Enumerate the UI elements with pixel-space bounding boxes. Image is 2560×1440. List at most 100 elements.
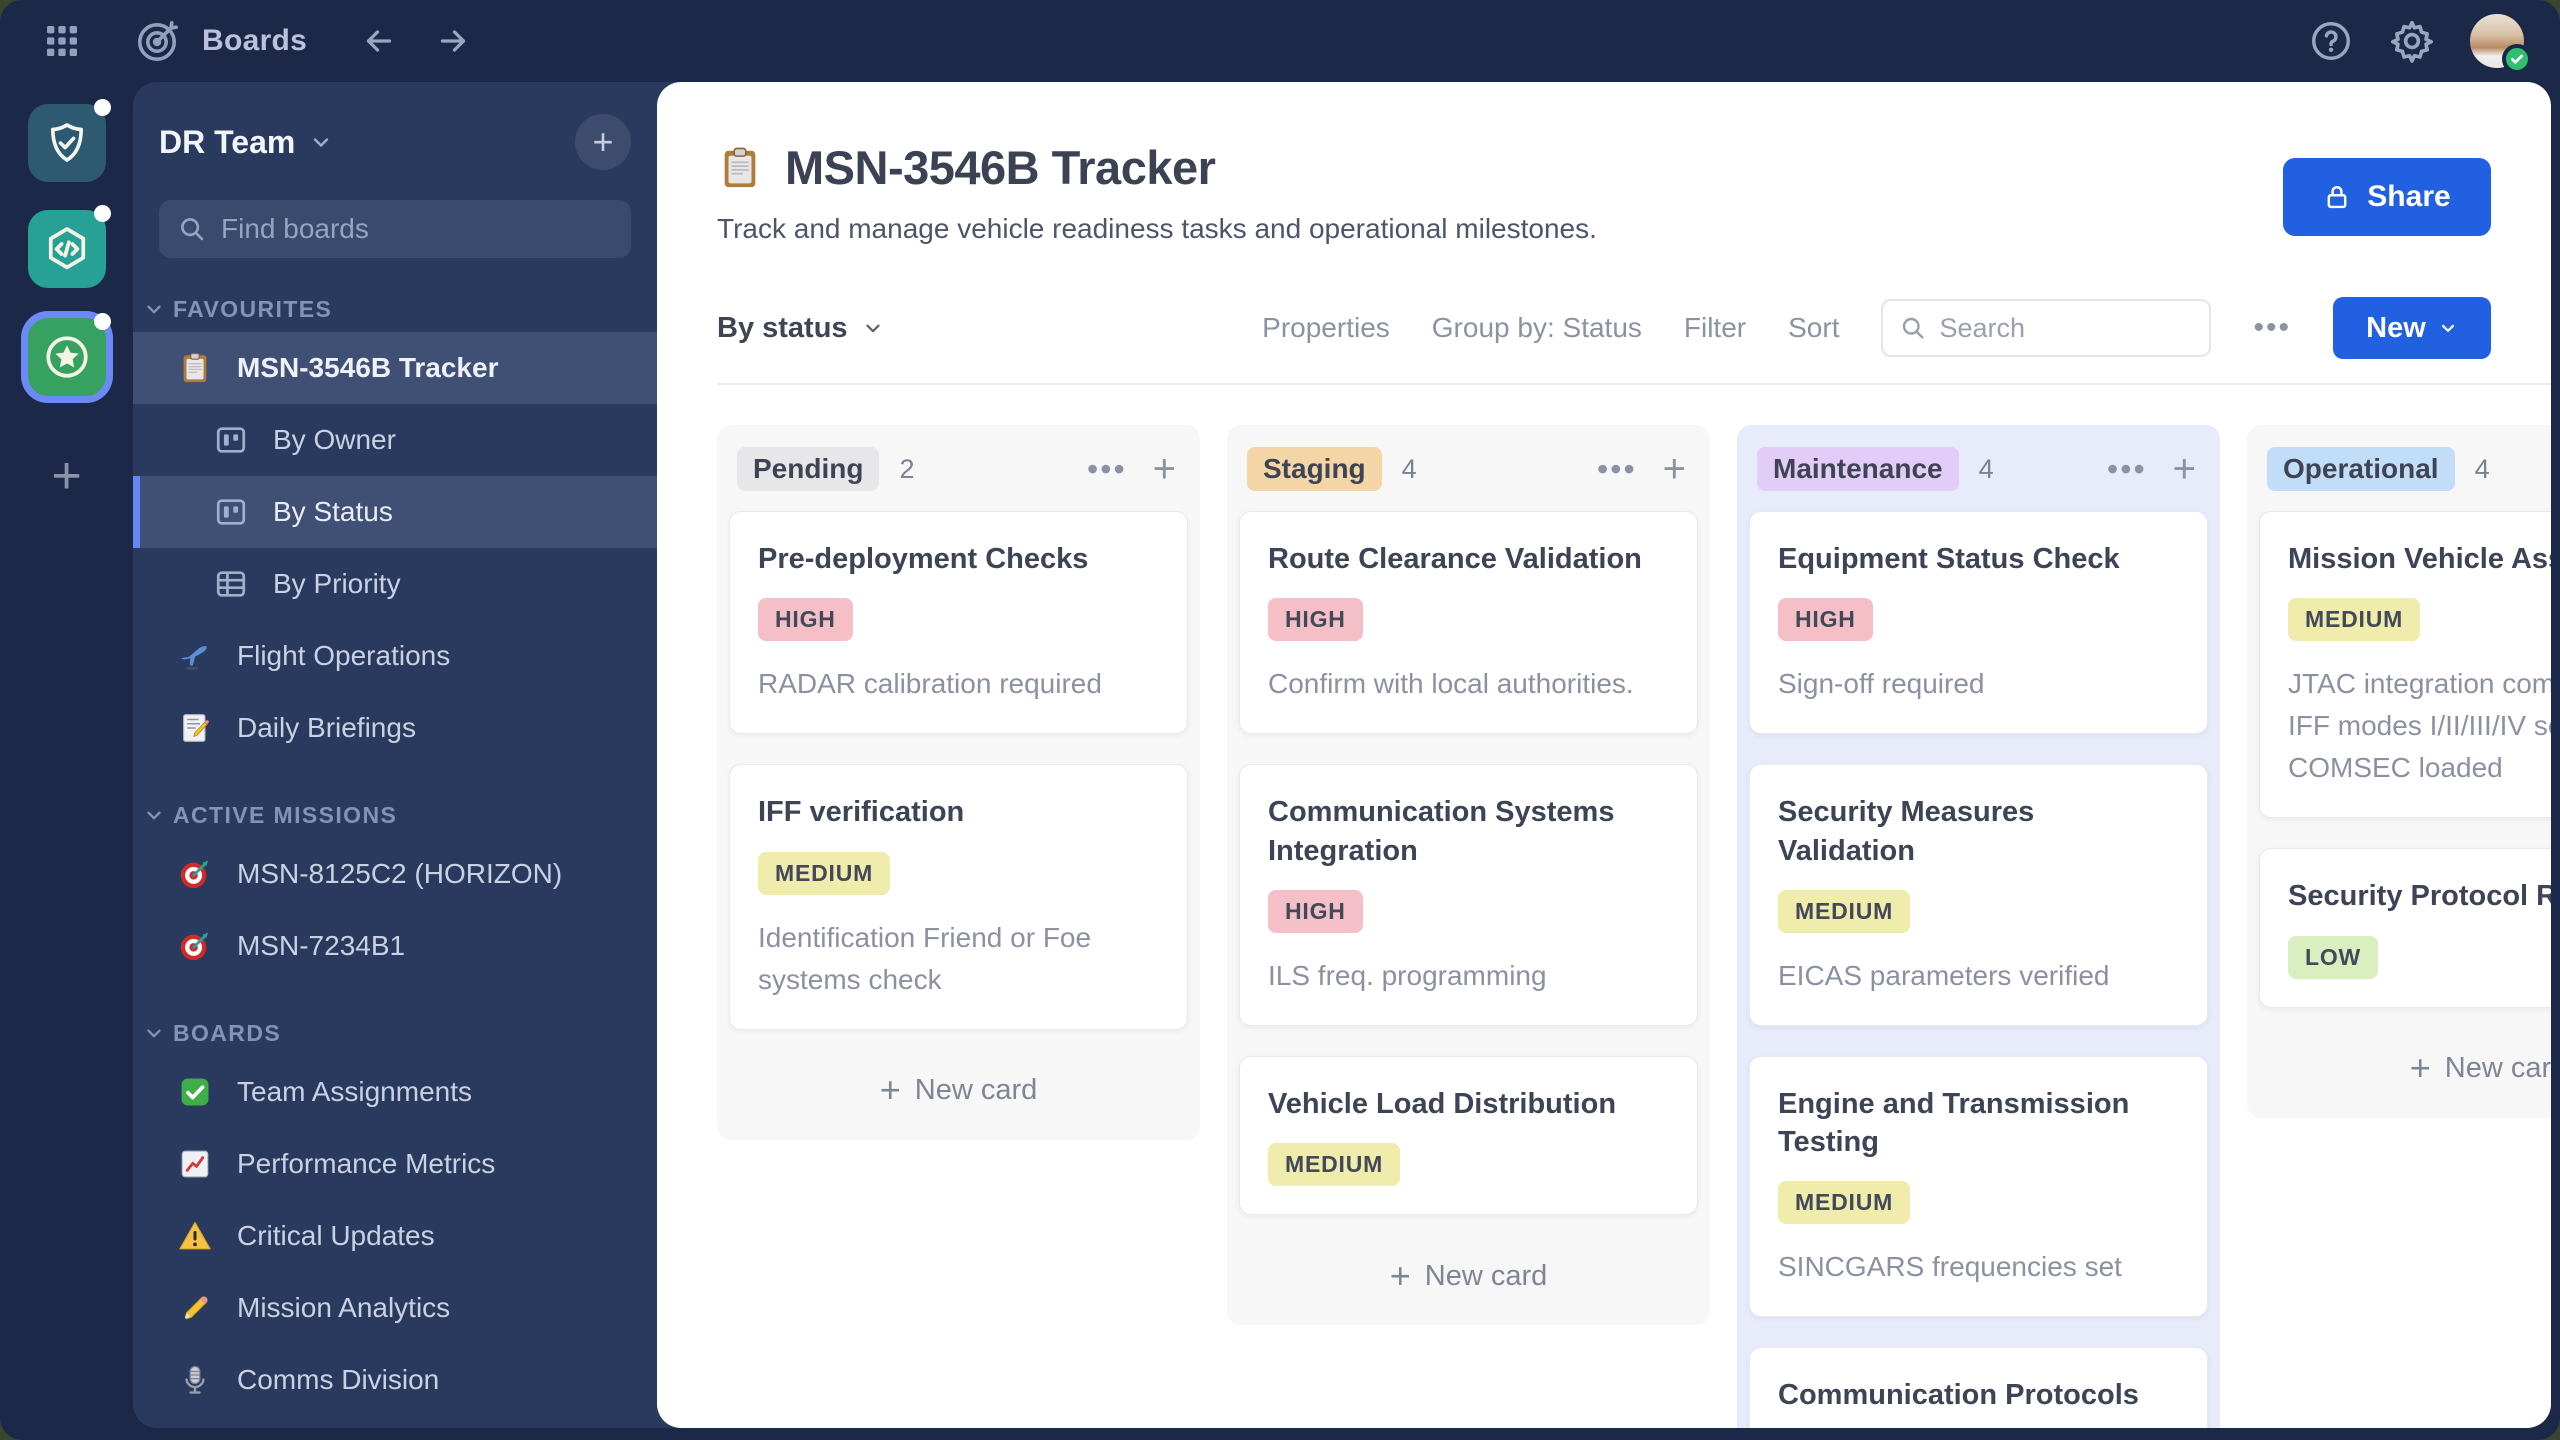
sidebar-item-msn-8125c2-horizon[interactable]: MSN-8125C2 (HORIZON) [133,838,657,910]
column-status-chip: Maintenance [1757,447,1959,491]
more-options-icon[interactable]: ••• [2253,311,2291,344]
search-icon [177,214,207,244]
card-title: Equipment Status Check [1778,543,2120,575]
view-switcher[interactable]: By status [717,312,884,345]
sidebar-item-label: By Priority [273,568,401,599]
sidebar-item-performance-metrics[interactable]: Performance Metrics [133,1128,657,1200]
toolbar-menu-properties[interactable]: Properties [1262,312,1390,343]
share-button[interactable]: Share [2283,158,2491,236]
plane-icon [177,638,213,674]
team-switcher[interactable]: DR Team [159,124,333,161]
toolbar-menu-filter[interactable]: Filter [1683,312,1747,343]
column-pending: Pending 2 ••• + Pre-deployment Checks HI… [717,425,1200,1140]
find-boards-input[interactable] [221,213,613,245]
column-more-icon[interactable]: ••• [1087,450,1127,487]
column-maintenance: Maintenance 4 ••• + Equipment Status Che… [1737,425,2220,1428]
card-vehicle-load-distribution[interactable]: Vehicle Load Distribution MEDIUM [1239,1055,1698,1216]
sidebar-item-flight-operations[interactable]: Flight Operations [133,620,657,692]
sidebar-section-active-missions[interactable]: ACTIVE MISSIONS [133,792,657,838]
sidebar-item-label: Comms Division [237,1364,440,1395]
main-panel: MSN-3546B Tracker Track and manage vehic… [657,82,2551,1428]
plus-icon: + [2409,1047,2431,1089]
table-icon [213,566,249,602]
column-count: 4 [1978,453,1994,484]
sidebar-section-favourites[interactable]: FAVOURITES [133,286,657,332]
column-more-icon[interactable]: ••• [2107,450,2147,487]
sidebar-item-mission-analytics[interactable]: Mission Analytics [133,1272,657,1344]
card-description: JTAC integration comp IFF modes I/II/III/… [2288,668,2551,784]
add-workspace-button[interactable]: + [51,447,82,505]
clipboard-icon [717,145,763,191]
toolbar-menu-group-by-status[interactable]: Group by: Status [1431,312,1642,343]
warning-icon [177,1218,213,1254]
plus-icon: + [1389,1254,1411,1296]
sidebar-item-daily-briefings[interactable]: Daily Briefings [133,692,657,764]
new-button[interactable]: New [2333,297,2491,359]
card-title: Security Measures Validation [1778,796,2035,867]
board-toolbar: By status Properties Group by: Status Filt… [717,297,2491,359]
column-header: Maintenance 4 ••• + [1749,437,2208,511]
new-card-button[interactable]: + New card [1389,1254,1548,1296]
settings-gear-icon[interactable] [2388,17,2436,65]
sidebar-item-msn-7234b1[interactable]: MSN-7234B1 [133,910,657,982]
sidebar-item-by-owner[interactable]: By Owner [133,404,657,476]
notification-dot [93,205,111,222]
card-description: Sign-off required [1778,668,1985,700]
card-title: Engine and Transmission Testing [1778,1087,2130,1159]
card-equipment-status-check[interactable]: Equipment Status Check HIGH Sign-off req… [1749,511,2208,735]
new-card-button[interactable]: + New card [2409,1047,2551,1089]
help-icon[interactable] [2308,18,2354,64]
card-title: Mission Vehicle Assignment [2288,543,2551,575]
column-staging: Staging 4 ••• + Route Clearance Validati… [1227,425,1710,1326]
lock-icon [2323,183,2351,211]
workspace-code-button[interactable] [27,205,111,288]
user-avatar[interactable] [2470,14,2532,74]
card-pre-deployment-checks[interactable]: Pre-deployment Checks HIGH RADAR calibra… [729,511,1188,735]
workspace-star-button[interactable] [27,313,111,396]
card-mission-vehicle-assignment[interactable]: Mission Vehicle Assignment MEDIUM JTAC i… [2259,511,2551,819]
sidebar-section-boards[interactable]: BOARDS [133,1010,657,1056]
search-icon [1899,314,1927,342]
sidebar-item-by-status[interactable]: By Status [133,476,657,548]
column-add-icon[interactable]: + [1662,447,1686,491]
sidebar-item-msn-3546b-tracker[interactable]: MSN-3546B Tracker [133,332,657,404]
card-description: Identification Friend or Foe systems che… [758,921,1092,995]
column-more-icon[interactable]: ••• [1597,450,1637,487]
back-arrow-icon[interactable] [361,23,397,59]
workspace-shield-button[interactable] [27,99,111,182]
chart-icon [177,1146,213,1182]
app-title: Boards [202,24,308,57]
column-add-icon[interactable]: + [2172,447,2196,491]
sidebar-item-label: MSN-3546B Tracker [237,352,499,383]
column-add-icon[interactable]: + [1152,447,1176,491]
add-board-button[interactable]: + [575,114,631,170]
new-card-button[interactable]: + New card [879,1069,1038,1111]
board-search-input[interactable] [1939,312,2194,344]
card-iff-verification[interactable]: IFF verification MEDIUM Identification F… [729,764,1188,1030]
sidebar-item-critical-updates[interactable]: Critical Updates [133,1200,657,1272]
board-search[interactable] [1881,299,2212,357]
card-security-protocol-review[interactable]: Security Protocol Review LOW [2259,848,2551,1008]
kanban-board: Pending 2 ••• + Pre-deployment Checks HI… [717,425,2551,1428]
card-security-measures-validation[interactable]: Security Measures Validation MEDIUM EICA… [1749,764,2208,1026]
chevron-down-icon [309,130,333,154]
card-route-clearance-validation[interactable]: Route Clearance Validation HIGH Confirm … [1239,511,1698,735]
section-label: ACTIVE MISSIONS [173,801,398,828]
sidebar-item-by-priority[interactable]: By Priority [133,548,657,620]
card-description: RADAR calibration required [758,668,1102,700]
sidebar-search[interactable] [159,200,631,258]
notification-dot [93,313,111,330]
sidebar-item-label: MSN-8125C2 (HORIZON) [237,858,563,889]
sidebar-item-comms-division[interactable]: Comms Division [133,1344,657,1416]
sidebar-item-team-assignments[interactable]: Team Assignments [133,1056,657,1128]
forward-arrow-icon[interactable] [435,23,471,59]
card-communication-systems-integration[interactable]: Communication Systems Integration HIGH I… [1239,764,1698,1026]
dart-icon [177,856,213,892]
column-operational: Operational 4 ••• + Mission Vehicle Assi… [2247,425,2551,1118]
app-grid-icon[interactable] [42,21,82,61]
card-communication-protocols[interactable]: Communication Protocols LOW [1749,1347,2208,1428]
toolbar-menu-sort[interactable]: Sort [1788,312,1840,343]
card-engine-and-transmission-testing[interactable]: Engine and Transmission Testing MEDIUM S… [1749,1055,2208,1318]
star-circle-icon [42,332,92,382]
